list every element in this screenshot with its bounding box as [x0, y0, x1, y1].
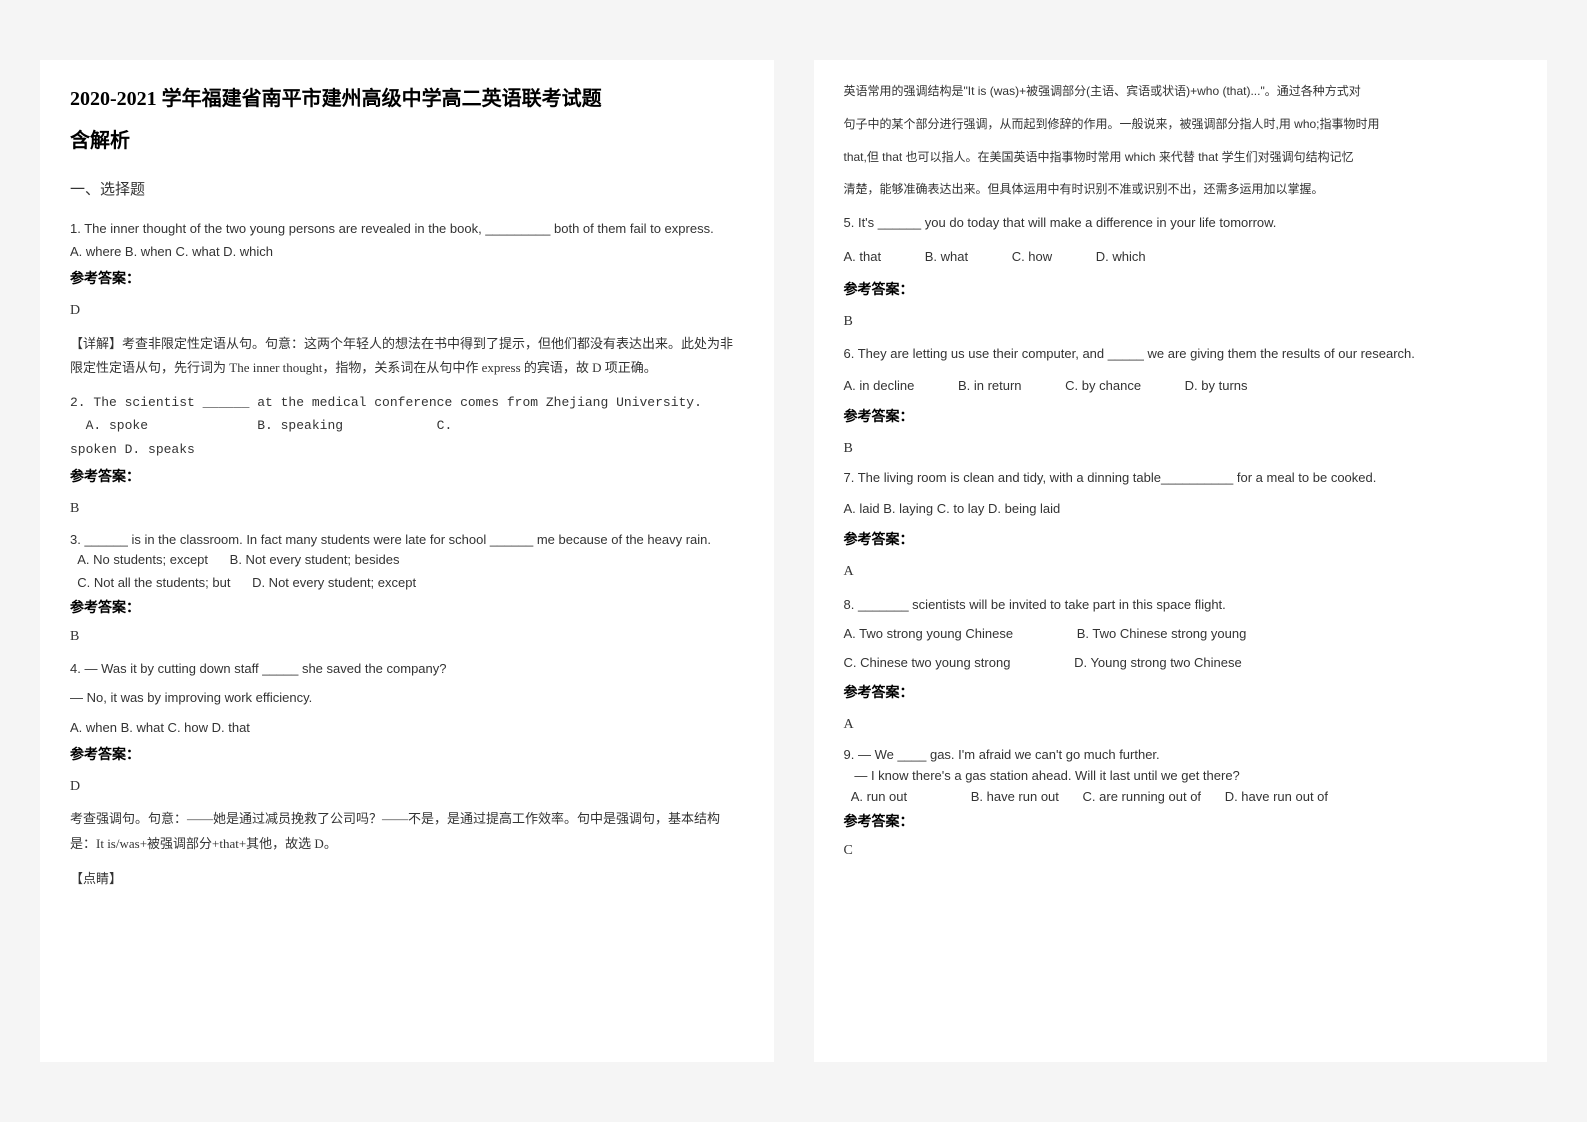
q3-answer-label: 参考答案： [70, 598, 744, 620]
q8-text: 8. _______ scientists will be invited to… [844, 593, 1518, 616]
q4-options: A. when B. what C. how D. that [70, 716, 744, 739]
q6-opt-c: C. by chance [1065, 378, 1141, 393]
q4-text-2: — No, it was by improving work efficienc… [70, 686, 744, 709]
question-4: 4. — Was it by cutting down staff _____ … [70, 657, 744, 892]
q4-text-1: 4. — Was it by cutting down staff _____ … [70, 657, 744, 680]
question-1: 1. The inner thought of the two young pe… [70, 217, 744, 382]
q2-answer: B [70, 496, 744, 521]
q8-opt-b: B. Two Chinese strong young [1077, 626, 1247, 641]
q9-answer: C [844, 840, 1518, 862]
q8-options-row1: A. Two strong young Chinese B. Two Chine… [844, 622, 1518, 645]
q8-opt-d: D. Young strong two Chinese [1074, 655, 1242, 670]
intro-line4: 清楚，能够准确表达出来。但具体运用中有时识别不准或识别不出，还需多运用加以掌握。 [844, 178, 1518, 201]
question-5: 5. It's ______ you do today that will ma… [844, 211, 1518, 334]
question-6: 6. They are letting us use their compute… [844, 342, 1518, 461]
q6-opt-a: A. in decline [844, 378, 915, 393]
q3-options-row2: C. Not all the students; but D. Not ever… [70, 573, 744, 594]
q1-explanation: 【详解】考查非限定性定语从句。句意：这两个年轻人的想法在书中得到了提示，但他们都… [70, 332, 744, 381]
q5-opt-d: D. which [1096, 249, 1146, 264]
q4-explanation: 考查强调句。句意：——她是通过减员挽救了公司吗？——不是，是通过提高工作效率。句… [70, 807, 744, 856]
q9-opt-a: A. run out [851, 789, 907, 804]
question-9: 9. — We ____ gas. I'm afraid we can't go… [844, 745, 1518, 862]
q8-opt-c: C. Chinese two young strong [844, 655, 1011, 670]
intro-line2: 句子中的某个部分进行强调，从而起到修辞的作用。一般说来，被强调部分指人时,用 w… [844, 113, 1518, 136]
q5-answer: B [844, 309, 1518, 334]
q2-options-1: A. spoke B. speaking C. [70, 414, 744, 437]
q3-opt-d: D. Not every student; except [252, 575, 416, 590]
q9-options: A. run out B. have run out C. are runnin… [844, 787, 1518, 808]
exam-subtitle: 含解析 [70, 122, 744, 160]
q5-options: A. that B. what C. how D. which [844, 245, 1518, 268]
q9-text-1: 9. — We ____ gas. I'm afraid we can't go… [844, 745, 1518, 766]
q3-opt-a: A. No students; except [77, 552, 208, 567]
q2-answer-label: 参考答案： [70, 465, 744, 490]
q7-text: 7. The living room is clean and tidy, wi… [844, 466, 1518, 489]
intro-line1: 英语常用的强调结构是"It is (was)+被强调部分(主语、宾语或状语)+w… [844, 80, 1518, 103]
intro-line3: that,但 that 也可以指人。在美国英语中指事物时常用 which 来代替… [844, 146, 1518, 169]
q5-opt-a: A. that [844, 249, 882, 264]
q5-answer-label: 参考答案： [844, 278, 1518, 303]
q3-text: 3. ______ is in the classroom. In fact m… [70, 530, 744, 551]
q3-opt-c: C. Not all the students; but [77, 575, 230, 590]
q9-text-2: — I know there's a gas station ahead. Wi… [844, 766, 1518, 787]
q9-opt-b: B. have run out [971, 789, 1059, 804]
q6-answer: B [844, 436, 1518, 461]
q7-answer-label: 参考答案： [844, 528, 1518, 553]
q6-opt-d: D. by turns [1185, 378, 1248, 393]
q9-opt-c: C. are running out of [1083, 789, 1202, 804]
q8-options-row2: C. Chinese two young strong D. Young str… [844, 651, 1518, 674]
q8-answer: A [844, 712, 1518, 737]
exam-title: 2020-2021 学年福建省南平市建州高级中学高二英语联考试题 [70, 80, 744, 118]
q7-options: A. laid B. laying C. to lay D. being lai… [844, 497, 1518, 520]
q9-opt-d: D. have run out of [1225, 789, 1328, 804]
q4-answer-label: 参考答案： [70, 743, 744, 768]
q3-answer: B [70, 626, 744, 648]
q9-answer-label: 参考答案： [844, 812, 1518, 834]
question-3: 3. ______ is in the classroom. In fact m… [70, 530, 744, 649]
q3-opt-b: B. Not every student; besides [230, 552, 400, 567]
q3-options-row1: A. No students; except B. Not every stud… [70, 550, 744, 571]
q6-answer-label: 参考答案： [844, 405, 1518, 430]
q1-answer: D [70, 298, 744, 323]
question-8: 8. _______ scientists will be invited to… [844, 593, 1518, 738]
q5-opt-c: C. how [1012, 249, 1052, 264]
q5-opt-b: B. what [925, 249, 968, 264]
right-column: 英语常用的强调结构是"It is (was)+被强调部分(主语、宾语或状语)+w… [814, 60, 1548, 1062]
q5-text: 5. It's ______ you do today that will ma… [844, 211, 1518, 234]
q4-answer: D [70, 774, 744, 799]
q4-note: 【点睛】 [70, 867, 744, 892]
q6-text: 6. They are letting us use their compute… [844, 342, 1518, 365]
q1-options: A. where B. when C. what D. which [70, 240, 744, 263]
q1-answer-label: 参考答案： [70, 267, 744, 292]
q2-options-2: spoken D. speaks [70, 438, 744, 461]
question-7: 7. The living room is clean and tidy, wi… [844, 466, 1518, 585]
question-2: 2. The scientist ______ at the medical c… [70, 391, 744, 522]
q6-opt-b: B. in return [958, 378, 1022, 393]
left-column: 2020-2021 学年福建省南平市建州高级中学高二英语联考试题 含解析 一、选… [40, 60, 774, 1062]
q7-answer: A [844, 559, 1518, 584]
q1-text: 1. The inner thought of the two young pe… [70, 217, 744, 240]
q8-opt-a: A. Two strong young Chinese [844, 626, 1014, 641]
q2-text: 2. The scientist ______ at the medical c… [70, 391, 744, 414]
q6-options: A. in decline B. in return C. by chance … [844, 374, 1518, 397]
q8-answer-label: 参考答案： [844, 681, 1518, 706]
section-heading: 一、选择题 [70, 176, 744, 205]
